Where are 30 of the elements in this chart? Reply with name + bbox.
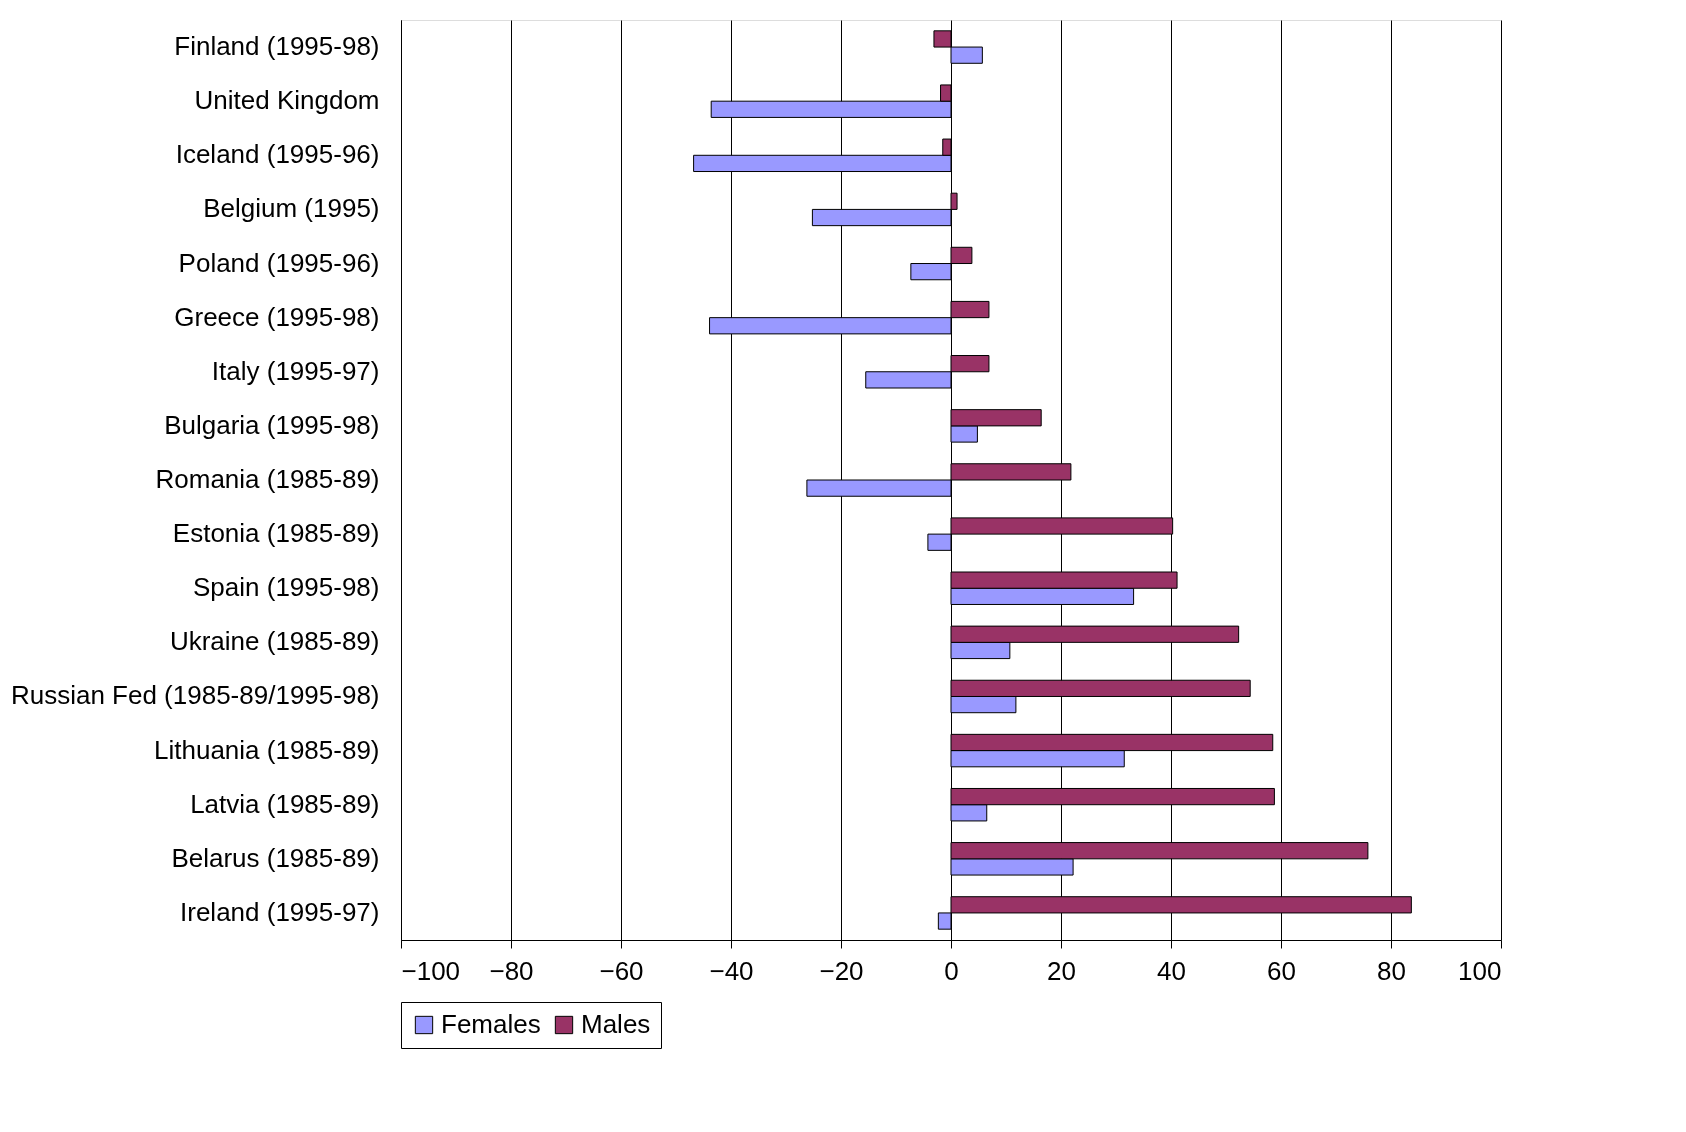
y-tick-label: Iceland (1995-96) xyxy=(175,139,380,170)
x-tick-label: 20 xyxy=(1047,955,1076,986)
y-tick-label: Estonia (1985-89) xyxy=(172,518,380,549)
y-tick-label: Spain (1995-98) xyxy=(193,572,380,603)
y-tick-label: United Kingdom xyxy=(194,85,380,116)
x-tick-label: −100 xyxy=(401,955,461,986)
y-tick-label: Romania (1985-89) xyxy=(155,464,380,494)
x-tick-label: −20 xyxy=(819,955,864,986)
y-tick-label: Lithuania (1985-89) xyxy=(154,734,380,765)
x-tick-label: −40 xyxy=(709,955,754,986)
y-tick-label: Latvia (1985-89) xyxy=(190,788,380,819)
x-tick-label: 0 xyxy=(944,955,959,986)
x-tick-label: −60 xyxy=(599,955,644,986)
y-tick-label: Ireland (1995-97) xyxy=(180,896,380,927)
x-tick-label: 60 xyxy=(1267,955,1296,986)
y-tick-label: Poland (1995-96) xyxy=(178,247,380,278)
y-tick-label: Greece (1995-98) xyxy=(174,301,380,332)
x-tick-label: −80 xyxy=(489,955,534,986)
y-tick-label: Russian Fed (1985-89/1995-98) xyxy=(10,680,380,711)
y-tick-label: Belgium (1995) xyxy=(203,193,380,224)
legend-label: Males xyxy=(581,1009,651,1039)
x-tick-label: 100 xyxy=(1458,955,1502,986)
x-tick-label: 80 xyxy=(1377,955,1406,986)
legend-label: Females xyxy=(441,1009,541,1039)
y-tick-label: Bulgaria (1995-98) xyxy=(164,409,380,440)
y-tick-label: Belarus (1985-89) xyxy=(171,842,380,873)
y-tick-label: Italy (1995-97) xyxy=(211,355,380,386)
x-tick-label: 40 xyxy=(1157,955,1186,986)
y-tick-label: Ukraine (1985-89) xyxy=(169,626,380,657)
y-tick-label: Finland (1995-98) xyxy=(174,31,380,62)
